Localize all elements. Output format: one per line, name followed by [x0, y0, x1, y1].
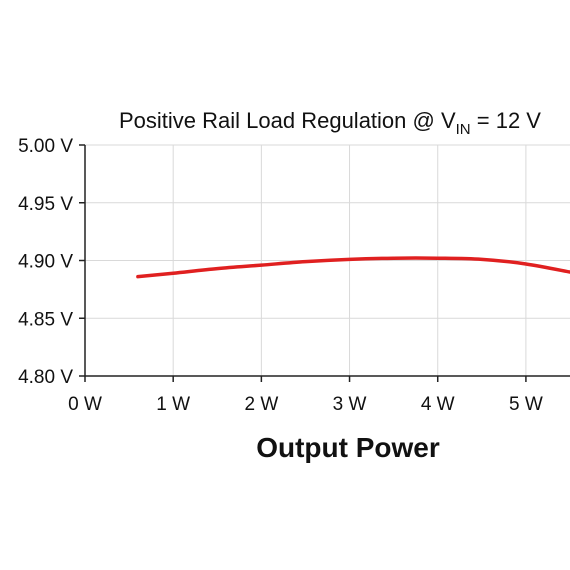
axes [79, 144, 570, 382]
chart-title-prefix: Positive Rail Load Regulation @ V [119, 108, 456, 133]
grid [85, 144, 570, 376]
y-tick-label: 4.80 V [18, 367, 73, 388]
series-line [136, 256, 570, 279]
y-tick-label: 4.90 V [18, 252, 73, 273]
x-tick-label: 2 W [244, 394, 278, 415]
chart-title: Positive Rail Load Regulation @ VIN = 12… [119, 108, 541, 138]
chart-title-subscript: IN [456, 121, 471, 138]
x-tick-label: 4 W [421, 394, 455, 415]
chart-title-suffix: = 12 V [471, 108, 542, 133]
x-tick-label: 1 W [156, 394, 190, 415]
y-tick-label: 4.95 V [18, 194, 73, 215]
y-tick-label: 5.00 V [18, 136, 73, 157]
x-tick-label: 0 W [68, 394, 102, 415]
y-tick-label: 4.85 V [18, 309, 73, 330]
tick-labels: 4.80 V 4.85 V 4.90 V 4.95 V 5.00 V 0 W 1 W 2 W 3… [18, 136, 543, 415]
x-tick-label: 3 W [333, 394, 367, 415]
x-axis-label: Output Power [256, 432, 440, 463]
series [136, 256, 570, 279]
x-tick-label: 5 W [509, 394, 543, 415]
